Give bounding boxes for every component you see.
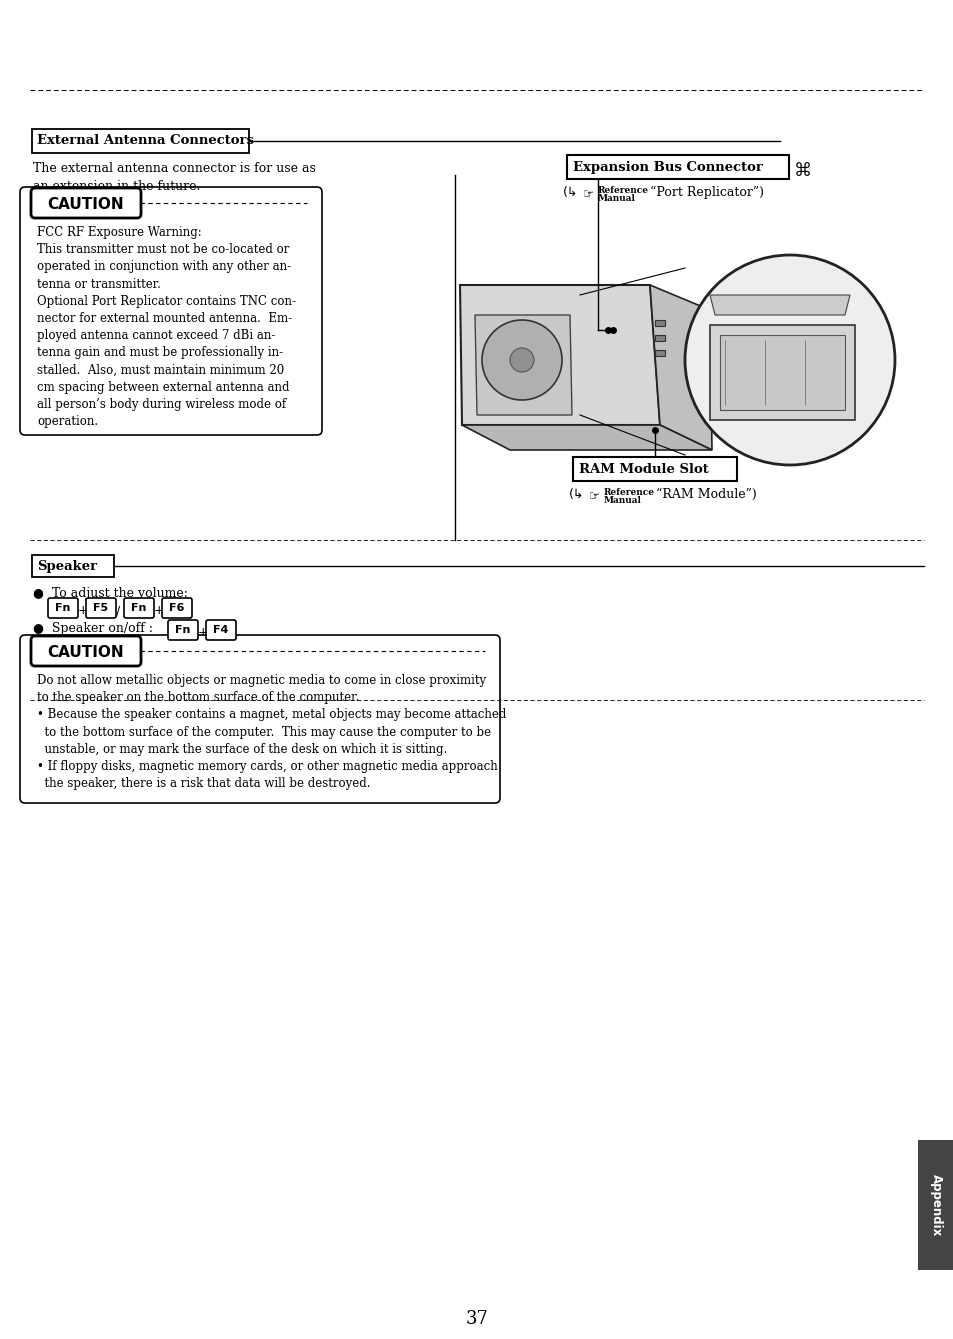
Text: “Port Replicator”): “Port Replicator”): [649, 186, 763, 200]
FancyBboxPatch shape: [573, 457, 737, 481]
Text: Reference: Reference: [603, 487, 655, 497]
Text: ●  Speaker on/off :: ● Speaker on/off :: [33, 623, 157, 635]
Text: Reference: Reference: [598, 186, 648, 195]
Polygon shape: [649, 285, 711, 450]
Bar: [655, 335, 664, 341]
Polygon shape: [709, 295, 849, 315]
FancyBboxPatch shape: [32, 554, 113, 577]
Circle shape: [510, 348, 534, 372]
Text: Fn: Fn: [55, 603, 71, 613]
Bar: [917, 1139, 953, 1269]
Text: CAUTION: CAUTION: [48, 645, 124, 660]
Text: +: +: [198, 627, 209, 639]
Text: ☞: ☞: [588, 490, 599, 503]
Bar: [655, 349, 664, 356]
Text: Fn: Fn: [132, 603, 147, 613]
Text: Expansion Bus Connector: Expansion Bus Connector: [573, 161, 762, 174]
Text: RAM Module Slot: RAM Module Slot: [578, 463, 708, 475]
FancyBboxPatch shape: [86, 599, 116, 619]
Text: 37: 37: [465, 1310, 488, 1328]
Text: (↳: (↳: [562, 186, 578, 200]
Bar: [655, 320, 664, 325]
Text: (↳: (↳: [568, 487, 584, 501]
Text: Speaker: Speaker: [37, 560, 97, 573]
Text: Manual: Manual: [603, 495, 641, 505]
FancyBboxPatch shape: [20, 635, 499, 803]
Text: +: +: [78, 604, 89, 617]
Circle shape: [481, 320, 561, 400]
FancyBboxPatch shape: [566, 155, 788, 179]
FancyBboxPatch shape: [30, 187, 141, 218]
Text: CAUTION: CAUTION: [48, 197, 124, 212]
Text: “RAM Module”): “RAM Module”): [656, 487, 756, 501]
FancyBboxPatch shape: [48, 599, 78, 619]
FancyBboxPatch shape: [20, 187, 322, 435]
Polygon shape: [461, 424, 711, 450]
FancyBboxPatch shape: [206, 620, 235, 640]
Text: Manual: Manual: [598, 194, 636, 204]
Text: +: +: [153, 604, 165, 617]
FancyBboxPatch shape: [124, 599, 153, 619]
Text: ●  To adjust the volume:: ● To adjust the volume:: [33, 586, 188, 600]
Text: FCC RF Exposure Warning:
This transmitter must not be co-located or
operated in : FCC RF Exposure Warning: This transmitte…: [37, 226, 295, 428]
Text: /: /: [116, 604, 120, 617]
Text: F5: F5: [93, 603, 109, 613]
FancyBboxPatch shape: [32, 129, 249, 153]
Text: F6: F6: [169, 603, 185, 613]
Text: The external antenna connector is for use as
an extension in the future.: The external antenna connector is for us…: [33, 162, 315, 193]
Text: ☞: ☞: [582, 187, 594, 201]
Text: ⌘: ⌘: [793, 162, 811, 179]
Bar: [709, 325, 854, 420]
FancyBboxPatch shape: [162, 599, 192, 619]
Circle shape: [684, 254, 894, 465]
Polygon shape: [475, 315, 572, 415]
Polygon shape: [459, 285, 659, 424]
Bar: [720, 335, 844, 410]
Text: Do not allow metallic objects or magnetic media to come in close proximity
to th: Do not allow metallic objects or magneti…: [37, 674, 506, 790]
Text: External Antenna Connectors: External Antenna Connectors: [37, 134, 253, 147]
Text: Appendix: Appendix: [928, 1174, 942, 1236]
Text: F4: F4: [213, 625, 229, 635]
Text: Fn: Fn: [175, 625, 191, 635]
FancyBboxPatch shape: [30, 636, 141, 665]
FancyBboxPatch shape: [168, 620, 198, 640]
